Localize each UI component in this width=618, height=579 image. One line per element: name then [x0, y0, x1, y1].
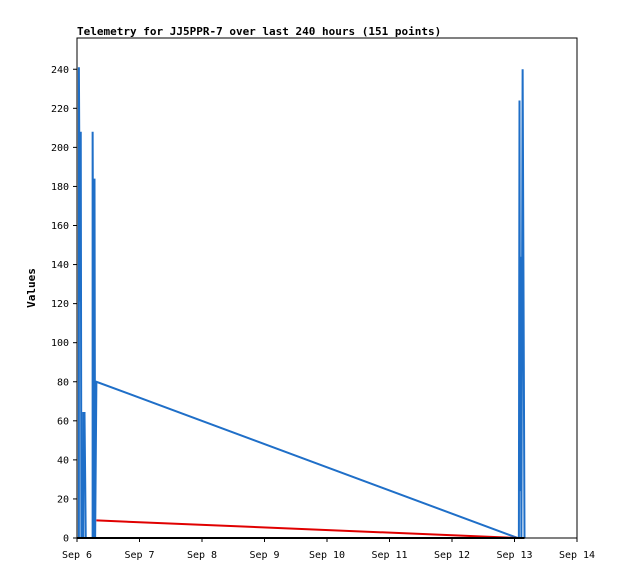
y-tick-label-4: 80 [57, 377, 69, 388]
x-axis: Sep 6 Sep 7 Sep 8 Sep 9 Sep 10 Sep 11 Sep 12 Se… [62, 538, 595, 561]
y-tick-label-6: 120 [51, 299, 69, 310]
series-layer [77, 67, 526, 539]
x-tick-label-1: Sep 7 [124, 550, 154, 561]
x-tick-label-2: Sep 8 [187, 550, 217, 561]
y-axis: 0 20 40 60 80 100 120 140 160 180 200 220 240 [51, 65, 77, 545]
y-tick-label-9: 180 [51, 182, 69, 193]
x-tick-label-6: Sep 12 [434, 550, 470, 561]
chart-title: Telemetry for JJ5PPR-7 over last 240 hou… [77, 25, 441, 38]
y-tick-label-1: 20 [57, 494, 69, 505]
x-tick-label-4: Sep 10 [309, 550, 345, 561]
x-tick-label-5: Sep 11 [371, 550, 407, 561]
x-tick-label-7: Sep 13 [496, 550, 532, 561]
x-tick-label-0: Sep 6 [62, 550, 92, 561]
y-tick-label-12: 240 [51, 65, 69, 76]
x-tick-label-3: Sep 9 [249, 550, 279, 561]
plot-area-border [76, 37, 578, 539]
y-tick-label-11: 220 [51, 104, 69, 115]
y-tick-label-0: 0 [63, 534, 69, 545]
y-tick-label-3: 60 [57, 416, 69, 427]
series-line-2 [96, 519, 518, 539]
x-tick-label-8: Sep 14 [559, 550, 595, 561]
y-tick-label-10: 200 [51, 143, 69, 154]
y-axis-label: Values [25, 268, 38, 308]
y-tick-label-2: 40 [57, 455, 69, 466]
y-tick-label-7: 140 [51, 260, 69, 271]
series-line-1 [77, 67, 526, 539]
y-tick-label-8: 160 [51, 221, 69, 232]
y-tick-label-5: 100 [51, 338, 69, 349]
